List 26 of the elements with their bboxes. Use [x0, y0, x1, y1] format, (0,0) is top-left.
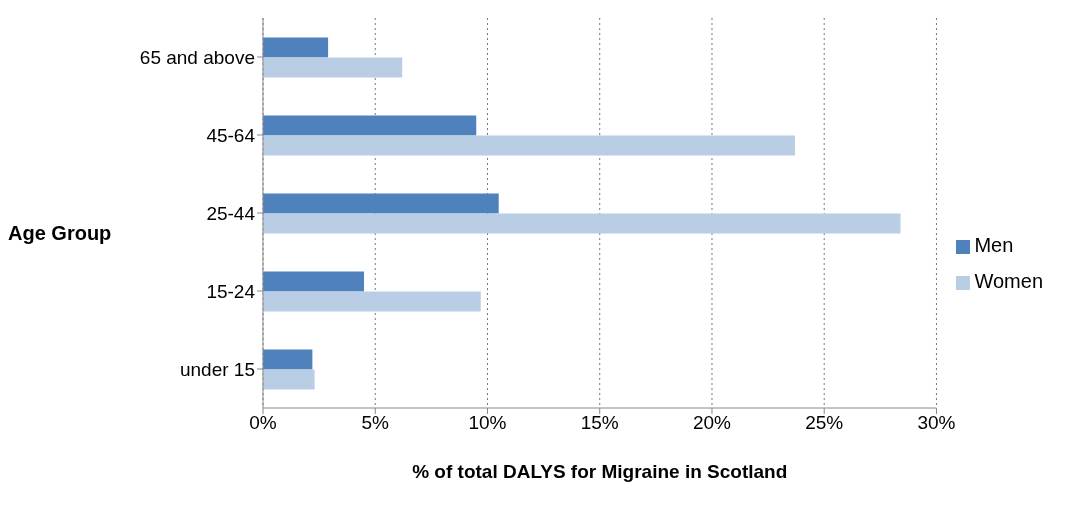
bar: [263, 271, 365, 292]
y-tick-label: 25-44: [206, 202, 256, 224]
x-tick-label: 30%: [917, 412, 956, 434]
bar: [263, 291, 481, 312]
bar: [263, 37, 329, 58]
bar: [263, 193, 499, 214]
bar: [263, 369, 315, 390]
x-tick-label: 10%: [468, 412, 507, 434]
bar: [263, 135, 796, 156]
bar: [263, 57, 403, 78]
x-tick-label: 25%: [805, 412, 844, 434]
x-tick-label: 20%: [692, 412, 732, 434]
x-tick-label: 5%: [361, 412, 390, 434]
y-tick-label: 15-24: [206, 280, 256, 302]
legend-label: Men: [974, 234, 1014, 256]
x-axis-title: % of total DALYS for Migraine in Scotland: [412, 461, 788, 482]
legend-label: Women: [974, 270, 1043, 292]
y-tick-label: under 15: [179, 358, 255, 380]
y-axis-title: Age Group: [8, 221, 113, 245]
bar: [263, 213, 901, 234]
x-tick-label: 15%: [580, 412, 619, 434]
bar: [263, 349, 313, 370]
y-tick-label: 45-64: [206, 124, 256, 146]
bar: [263, 115, 477, 136]
x-tick-label: 0%: [249, 412, 277, 434]
y-tick-label: 65 and above: [139, 46, 255, 68]
